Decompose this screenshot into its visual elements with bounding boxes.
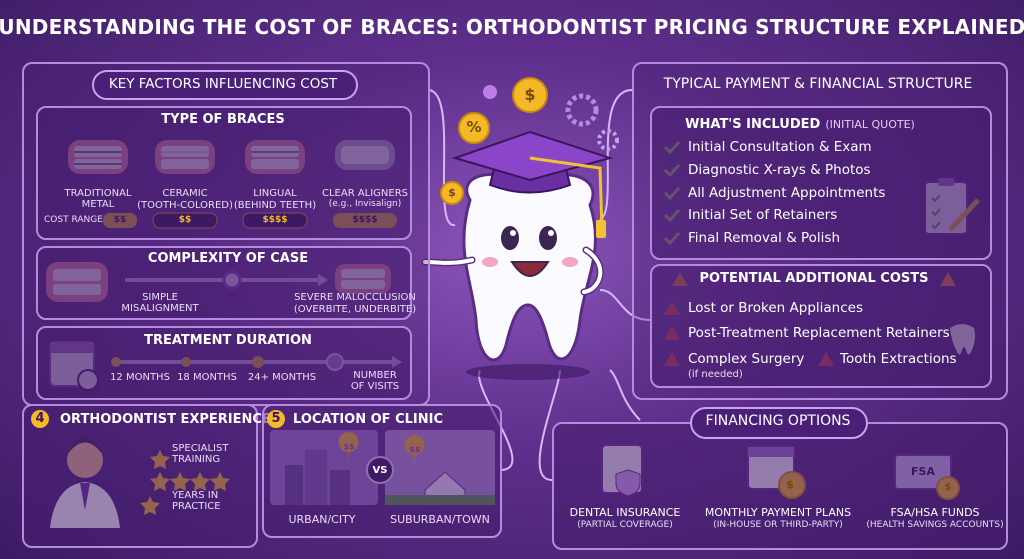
connector <box>538 369 561 481</box>
duration-end: NUMBER OF VISITS <box>350 370 400 392</box>
section-title: KEY FACTORS INFLUENCING COST <box>108 76 338 92</box>
financing-box <box>552 422 1008 550</box>
complexity-box <box>36 246 412 320</box>
included-box <box>650 106 992 260</box>
brace-name: TRADITIONAL METAL <box>64 188 132 210</box>
cost-level: $$ <box>178 215 192 225</box>
scale-high-note: (OVERBITE, UNDERBITE) <box>293 304 417 315</box>
duration-step: 18 MONTHS <box>177 372 237 383</box>
experience-item: YEARS IN PRACTICE <box>172 490 221 512</box>
additional-box <box>650 264 992 388</box>
included-item: Initial Set of Retainers <box>688 207 838 223</box>
financing-note: (IN-HOUSE OR THIRD-PARTY) <box>713 520 843 530</box>
brace-name: LINGUAL <box>253 188 297 199</box>
type-of-braces-box <box>36 106 412 240</box>
location-box <box>262 404 502 538</box>
key-factors-header <box>92 70 358 100</box>
duration-box <box>36 326 412 400</box>
coin-glyph: $ <box>944 482 952 493</box>
connector <box>427 89 456 226</box>
additional-item: Tooth Extractions <box>840 351 957 367</box>
additional-item: Post-Treatment Replacement Retainers <box>688 325 950 341</box>
financing-header <box>690 407 868 439</box>
section-title: FINANCING OPTIONS <box>705 413 851 429</box>
scale-low: SIMPLE MISALIGNMENT <box>121 292 199 314</box>
box-title-group: WHAT'S INCLUDED (INITIAL QUOTE) <box>685 114 915 132</box>
coin-glyph: $ <box>786 478 794 491</box>
box-title: COMPLEXITY OF CASE <box>147 251 309 266</box>
experience-item: SPECIALIST TRAINING <box>172 443 229 465</box>
location-cost: $$ <box>409 445 421 454</box>
fsa-icon-text: FSA <box>911 465 935 478</box>
included-item: All Adjustment Appointments <box>688 185 886 201</box>
additional-item: Lost or Broken Appliances <box>688 300 863 316</box>
cost-level: $$ <box>113 215 127 225</box>
section-title: TYPICAL PAYMENT & FINANCIAL STRUCTURE <box>663 76 973 92</box>
financing-note: (HEALTH SAVINGS ACCOUNTS) <box>866 520 1004 530</box>
scale-high: SEVERE MALOCCLUSION <box>294 292 416 303</box>
box-title: ORTHODONTIST EXPERIENCE <box>60 412 271 427</box>
brace-name: CLEAR ALIGNERS <box>321 188 409 199</box>
location-cost: $$ <box>343 442 355 451</box>
cost-range-label: COST RANGE <box>44 215 103 225</box>
additional-note: (if needed) <box>688 369 743 380</box>
box-title: POTENTIAL ADDITIONAL COSTS <box>699 271 929 286</box>
included-item: Initial Consultation & Exam <box>688 139 872 155</box>
included-item: Diagnostic X-rays & Photos <box>688 162 871 178</box>
page-title: UNDERSTANDING THE COST OF BRACES: ORTHOD… <box>0 15 1024 39</box>
location-label: SUBURBAN/TOWN <box>390 513 490 526</box>
duration-step: 24+ MONTHS <box>247 372 317 383</box>
coins <box>440 77 619 205</box>
coin-glyph: $ <box>524 85 536 104</box>
financing-name: DENTAL INSURANCE <box>569 506 681 519</box>
financing-name: MONTHLY PAYMENT PLANS <box>704 506 852 519</box>
factor-number: 5 <box>267 410 285 428</box>
cost-level: $$$$ <box>352 215 378 225</box>
box-note: (INITIAL QUOTE) <box>825 118 915 131</box>
financing-name: FSA/HSA FUNDS <box>890 506 980 519</box>
connector <box>599 89 633 221</box>
box-title: LOCATION OF CLINIC <box>293 412 444 427</box>
brace-note: (TOOTH-COLORED) <box>137 200 233 211</box>
connector <box>599 289 651 321</box>
included-item: Final Removal & Polish <box>688 230 841 246</box>
additional-item: Complex Surgery <box>688 351 805 367</box>
brace-note: (BEHIND TEETH) <box>233 200 317 211</box>
percent-glyph: % <box>466 118 482 136</box>
location-label: URBAN/CITY <box>288 513 356 526</box>
box-title: TREATMENT DURATION <box>144 333 312 348</box>
mascot <box>421 130 614 380</box>
coin-glyph: $ <box>448 186 456 199</box>
connector <box>609 369 641 421</box>
cost-level: $$$$ <box>262 215 288 225</box>
box-title: WHAT'S INCLUDED <box>685 117 821 132</box>
experience-box <box>22 404 258 548</box>
duration-step: 12 MONTHS <box>110 372 170 383</box>
brace-name: CERAMIC <box>162 188 208 199</box>
box-title: TYPE OF BRACES <box>161 112 285 127</box>
financing-note: (PARTIAL COVERAGE) <box>577 520 673 530</box>
brace-note: (e.g., Invisalign) <box>328 199 402 209</box>
factor-number: 4 <box>31 410 49 428</box>
versus: VS <box>372 465 388 476</box>
